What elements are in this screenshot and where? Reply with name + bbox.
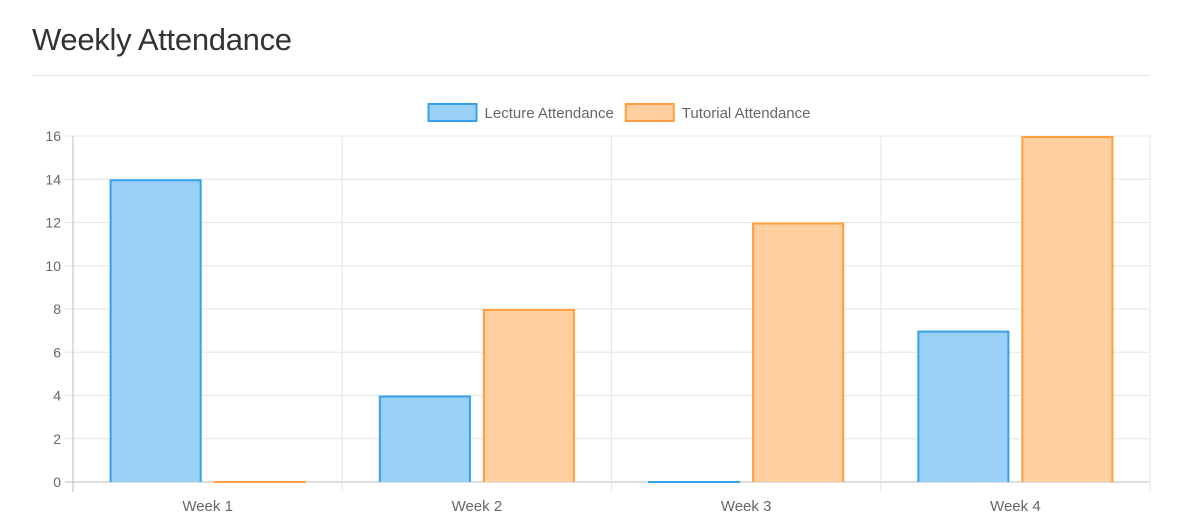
bar-fill bbox=[752, 222, 845, 482]
bar-outline bbox=[109, 179, 202, 482]
legend-label: Lecture Attendance bbox=[485, 105, 614, 122]
bar[interactable] bbox=[917, 330, 1010, 482]
bar-fill bbox=[109, 179, 202, 482]
bar-outline bbox=[1021, 136, 1114, 482]
legend-label: Tutorial Attendance bbox=[682, 105, 811, 122]
bars bbox=[109, 136, 1114, 483]
y-tick-label: 12 bbox=[45, 215, 61, 231]
bar-fill bbox=[378, 395, 471, 482]
bar[interactable] bbox=[752, 222, 845, 483]
bar[interactable] bbox=[378, 395, 471, 483]
y-tick-label: 2 bbox=[53, 431, 61, 447]
bar[interactable] bbox=[109, 179, 202, 482]
legend-swatch bbox=[427, 103, 478, 122]
legend-swatch bbox=[624, 103, 675, 122]
title-divider bbox=[32, 75, 1150, 76]
axes: 0 2 4 6 8 10 12 14 16 Week 1 Week 2 Week 3 Week 4 bbox=[45, 128, 1040, 515]
y-tick-label: 14 bbox=[45, 171, 61, 187]
y-tick-label: 8 bbox=[53, 301, 61, 317]
y-tick-label: 0 bbox=[53, 474, 61, 490]
y-tick-label: 16 bbox=[45, 128, 61, 144]
bar-fill bbox=[917, 330, 1010, 482]
bar-fill bbox=[1021, 136, 1114, 482]
bar-outline bbox=[378, 395, 471, 482]
page-title: Weekly Attendance bbox=[32, 22, 292, 57]
bar-outline bbox=[752, 222, 845, 482]
x-tick-label: Week 1 bbox=[182, 498, 233, 515]
bar-outline bbox=[917, 330, 1010, 482]
x-tick-label: Week 2 bbox=[452, 498, 503, 515]
x-tick-label: Week 3 bbox=[721, 498, 772, 515]
legend-item[interactable]: Lecture Attendance bbox=[427, 103, 614, 122]
bar-outline bbox=[482, 309, 575, 482]
bar[interactable] bbox=[482, 309, 575, 482]
bar[interactable] bbox=[1021, 136, 1114, 482]
y-tick-label: 4 bbox=[53, 388, 61, 404]
x-tick-label: Week 4 bbox=[990, 498, 1041, 515]
legend[interactable]: Lecture Attendance Tutorial Attendance bbox=[427, 103, 811, 122]
legend-item[interactable]: Tutorial Attendance bbox=[624, 103, 811, 122]
bar-fill bbox=[482, 309, 575, 482]
y-tick-label: 10 bbox=[45, 258, 61, 274]
y-tick-label: 6 bbox=[53, 344, 61, 360]
